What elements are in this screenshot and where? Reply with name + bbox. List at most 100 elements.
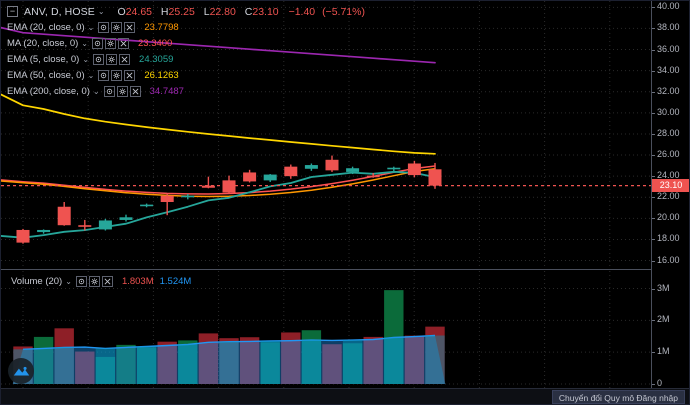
ema5-line [1, 170, 436, 239]
price-axis-tick: 34.00 [657, 64, 680, 75]
axis-tick-mark [652, 70, 655, 72]
price-chart-pane[interactable] [1, 1, 653, 269]
ema20-line [1, 168, 436, 198]
volume-axis-tick: 0 [657, 378, 663, 388]
indicator-controls[interactable] [103, 86, 141, 97]
chevron-down-icon[interactable]: ⌄ [65, 276, 72, 286]
chevron-down-icon[interactable]: ⌄ [87, 71, 95, 80]
settings-icon[interactable] [111, 70, 123, 81]
axis-tick-mark [652, 112, 655, 114]
axis-tick-mark [652, 288, 655, 290]
chevron-down-icon[interactable]: ⌄ [81, 39, 88, 48]
indicator-value: 26.1263 [144, 70, 179, 81]
candlestick [243, 169, 257, 183]
ohlc-open-key: O [117, 5, 126, 18]
settings-icon[interactable] [104, 38, 116, 49]
chevron-down-icon[interactable]: ⌄ [92, 87, 100, 96]
brand-logo-icon [8, 358, 34, 384]
chevron-down-icon[interactable]: ⌄ [87, 23, 95, 32]
volume-bar [363, 336, 383, 384]
indicator-value: 34.7487 [149, 86, 184, 97]
axis-tick-mark [652, 133, 655, 135]
volume-legend[interactable]: Volume (20) ⌄ 1.803M 1.524M [11, 274, 191, 288]
ohlc-low-key: L [203, 5, 210, 18]
price-axis-tick: 18.00 [657, 233, 680, 244]
price-axis-tick: 20.00 [657, 212, 680, 223]
ohlc-low-value: 22.80 [209, 5, 236, 18]
axis-tick-mark [652, 320, 655, 322]
volume-controls[interactable] [75, 275, 113, 287]
scale-toggle-button[interactable]: Chuyển đổi Quy mô Đăng nhập [551, 390, 685, 404]
visibility-icon[interactable] [91, 38, 103, 49]
volume-ma-line [22, 334, 436, 350]
volume-chart-pane[interactable] [1, 271, 653, 390]
visibility-icon[interactable] [98, 22, 110, 33]
price-axis-tick: 24.00 [657, 170, 680, 181]
candlestick [284, 164, 298, 179]
symbol-label[interactable]: ANV, D, HOSE [24, 5, 95, 18]
candlestick [16, 228, 30, 244]
volume-bar [322, 344, 342, 384]
chevron-down-icon[interactable]: ⌄ [82, 55, 90, 64]
visibility-icon[interactable] [98, 70, 110, 81]
volume-value: 1.803M [121, 275, 154, 287]
symbol-row[interactable]: − ANV, D, HOSE ⌄ O24.65 H25.25 L22.80 C2… [7, 4, 365, 19]
volume-ma-value: 1.524M [159, 275, 192, 287]
indicator-row-ema5[interactable]: EMA (5, close, 0) ⌄ 24.3059 [7, 52, 365, 67]
remove-icon[interactable] [119, 54, 131, 65]
visibility-icon[interactable] [93, 54, 105, 65]
volume-bar [404, 335, 425, 384]
axis-tick-mark [652, 155, 655, 157]
remove-icon[interactable] [101, 275, 113, 287]
volume-bar [75, 351, 95, 384]
remove-icon[interactable] [124, 22, 136, 33]
candlestick [98, 218, 112, 231]
axis-tick-mark [652, 218, 655, 220]
volume-bar [281, 332, 301, 384]
settings-icon[interactable] [106, 54, 118, 65]
price-axis[interactable]: 40.00 38.00 36.00 34.00 32.00 30.00 28.00 26.00… [651, 1, 689, 390]
indicator-name[interactable]: EMA (20, close, 0) [7, 22, 85, 33]
volume-legend-name[interactable]: Volume (20) [11, 275, 63, 287]
volume-overlay-bar [342, 340, 363, 384]
indicator-row-ema50[interactable]: EMA (50, close, 0) ⌄ 26.1263 [7, 68, 365, 83]
volume-chart-canvas [1, 271, 653, 390]
remove-icon[interactable] [129, 86, 141, 97]
candlestick [222, 175, 236, 194]
settings-icon[interactable] [116, 86, 128, 97]
indicator-value: 23.3400 [137, 38, 173, 49]
indicator-row-ema200[interactable]: EMA (200, close, 0) ⌄ 34.7487 [7, 84, 365, 99]
price-axis-tick: 38.00 [657, 22, 680, 33]
indicator-name[interactable]: EMA (200, close, 0) [7, 86, 90, 97]
axis-tick-mark [652, 49, 655, 51]
indicator-row-ma20[interactable]: MA (20, close, 0) ⌄ 23.3400 [7, 36, 365, 51]
indicator-value: 24.3059 [139, 54, 174, 65]
price-axis-tick: 40.00 [657, 1, 680, 12]
visibility-icon[interactable] [103, 86, 115, 97]
settings-icon[interactable] [88, 275, 100, 287]
axis-tick-mark [652, 28, 655, 30]
settings-icon[interactable] [111, 22, 123, 33]
indicator-controls[interactable] [91, 38, 129, 49]
price-axis-tick: 28.00 [657, 127, 680, 138]
visibility-icon[interactable] [75, 275, 87, 287]
indicator-name[interactable]: EMA (5, close, 0) [7, 54, 80, 65]
chevron-down-icon[interactable]: ⌄ [97, 7, 105, 16]
indicator-controls[interactable] [93, 54, 131, 65]
minus-box-icon[interactable]: − [7, 6, 18, 17]
candlestick [407, 160, 421, 178]
indicator-name[interactable]: MA (20, close, 0) [7, 38, 79, 49]
indicator-row-ema20[interactable]: EMA (20, close, 0) ⌄ 23.7798 [7, 20, 365, 35]
change-value: −1.40 [288, 5, 316, 18]
remove-icon[interactable] [117, 38, 129, 49]
volume-overlay-bar [95, 348, 116, 384]
volume-overlay-bar [219, 341, 239, 384]
indicator-name[interactable]: EMA (50, close, 0) [7, 70, 85, 81]
volume-bar [239, 337, 260, 384]
indicator-controls[interactable] [98, 70, 136, 81]
indicator-controls[interactable] [98, 22, 136, 33]
remove-icon[interactable] [124, 70, 136, 81]
candlestick [37, 229, 51, 234]
candlestick [387, 166, 401, 172]
axis-tick-mark [652, 176, 655, 178]
